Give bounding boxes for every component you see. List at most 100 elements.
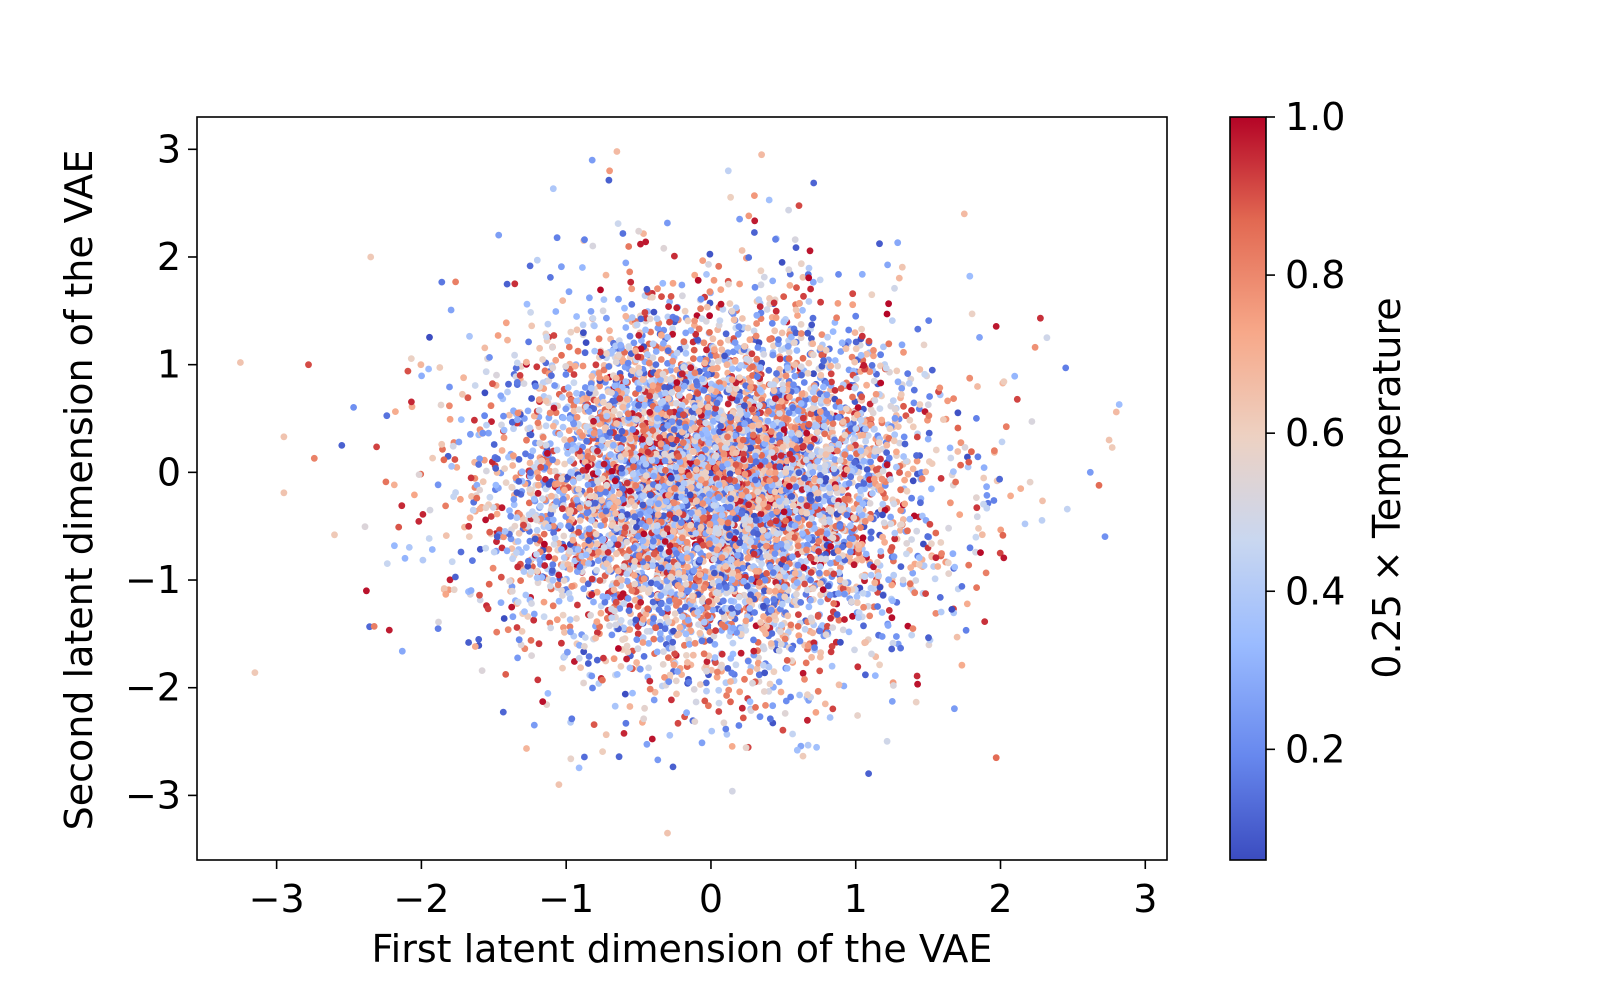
data-point [961, 444, 969, 451]
data-point [665, 654, 672, 661]
data-point [706, 312, 713, 320]
data-point [752, 704, 759, 711]
data-point [830, 600, 838, 607]
data-point [650, 635, 658, 643]
data-point [808, 335, 815, 342]
data-point [851, 646, 858, 654]
data-point [952, 478, 959, 486]
data-point [753, 320, 760, 327]
data-point [852, 375, 860, 383]
data-point [591, 322, 598, 330]
data-point [621, 690, 629, 698]
data-point [665, 618, 672, 626]
data-point [602, 375, 610, 382]
data-point [728, 743, 736, 750]
data-point [575, 654, 583, 662]
data-point [622, 378, 630, 385]
data-point [678, 281, 686, 289]
data-point [830, 570, 838, 578]
data-point [785, 206, 792, 214]
data-point [530, 616, 538, 624]
data-point [617, 444, 625, 452]
data-point [533, 526, 541, 534]
data-point [533, 363, 541, 371]
data-point [725, 280, 732, 288]
data-point [459, 390, 466, 398]
data-point [719, 305, 727, 313]
data-point [654, 756, 662, 764]
data-point [867, 458, 874, 466]
data-point [419, 556, 427, 564]
data-point [898, 385, 906, 392]
data-point [806, 247, 814, 255]
data-point [535, 396, 543, 403]
data-point [540, 598, 548, 606]
data-point [958, 661, 966, 669]
data-point [523, 436, 530, 444]
data-point [1013, 395, 1021, 403]
data-point [668, 696, 675, 704]
data-point [973, 415, 980, 422]
data-point [974, 453, 982, 461]
data-point [561, 436, 568, 444]
data-point [852, 312, 860, 320]
data-point [466, 332, 473, 340]
data-point [495, 231, 503, 239]
data-point [573, 389, 580, 397]
data-point [608, 631, 616, 639]
data-point [544, 320, 552, 328]
data-point [637, 240, 644, 248]
data-point [762, 702, 769, 709]
data-point [909, 477, 917, 485]
data-point [548, 492, 555, 500]
data-point [657, 545, 664, 552]
data-point [690, 346, 698, 354]
data-point [428, 546, 436, 553]
data-point [574, 347, 582, 355]
data-point [736, 688, 744, 696]
data-point [799, 273, 807, 281]
data-point [975, 525, 982, 532]
data-point [405, 544, 413, 551]
data-point [473, 494, 481, 502]
data-point [582, 339, 590, 346]
data-point [514, 654, 521, 662]
data-point [488, 418, 495, 425]
data-point [451, 456, 459, 463]
data-point [865, 770, 872, 777]
data-point [627, 619, 635, 626]
data-point [597, 609, 605, 617]
data-point [666, 731, 674, 739]
data-point [909, 569, 917, 577]
data-point [600, 296, 608, 303]
data-point [502, 479, 510, 486]
data-point [429, 454, 436, 462]
data-point [858, 556, 866, 564]
data-point [565, 427, 573, 434]
data-point [869, 409, 877, 417]
data-point [440, 456, 448, 464]
data-point [1000, 554, 1008, 562]
data-point [828, 662, 836, 670]
data-point [858, 270, 866, 278]
data-point [916, 366, 924, 373]
data-point [901, 440, 909, 448]
data-point [689, 651, 697, 659]
data-point [867, 535, 875, 542]
data-point [956, 511, 964, 518]
data-point [764, 417, 772, 425]
data-point [978, 531, 986, 539]
data-point [573, 313, 580, 320]
data-point [594, 557, 602, 564]
data-point [786, 282, 794, 289]
data-point [691, 639, 699, 647]
data-point [793, 590, 800, 598]
data-point [811, 644, 818, 651]
data-point [805, 274, 813, 282]
data-point [715, 699, 723, 707]
data-point [485, 580, 493, 588]
data-point [891, 284, 898, 292]
data-point [732, 661, 740, 669]
data-point [550, 332, 558, 339]
